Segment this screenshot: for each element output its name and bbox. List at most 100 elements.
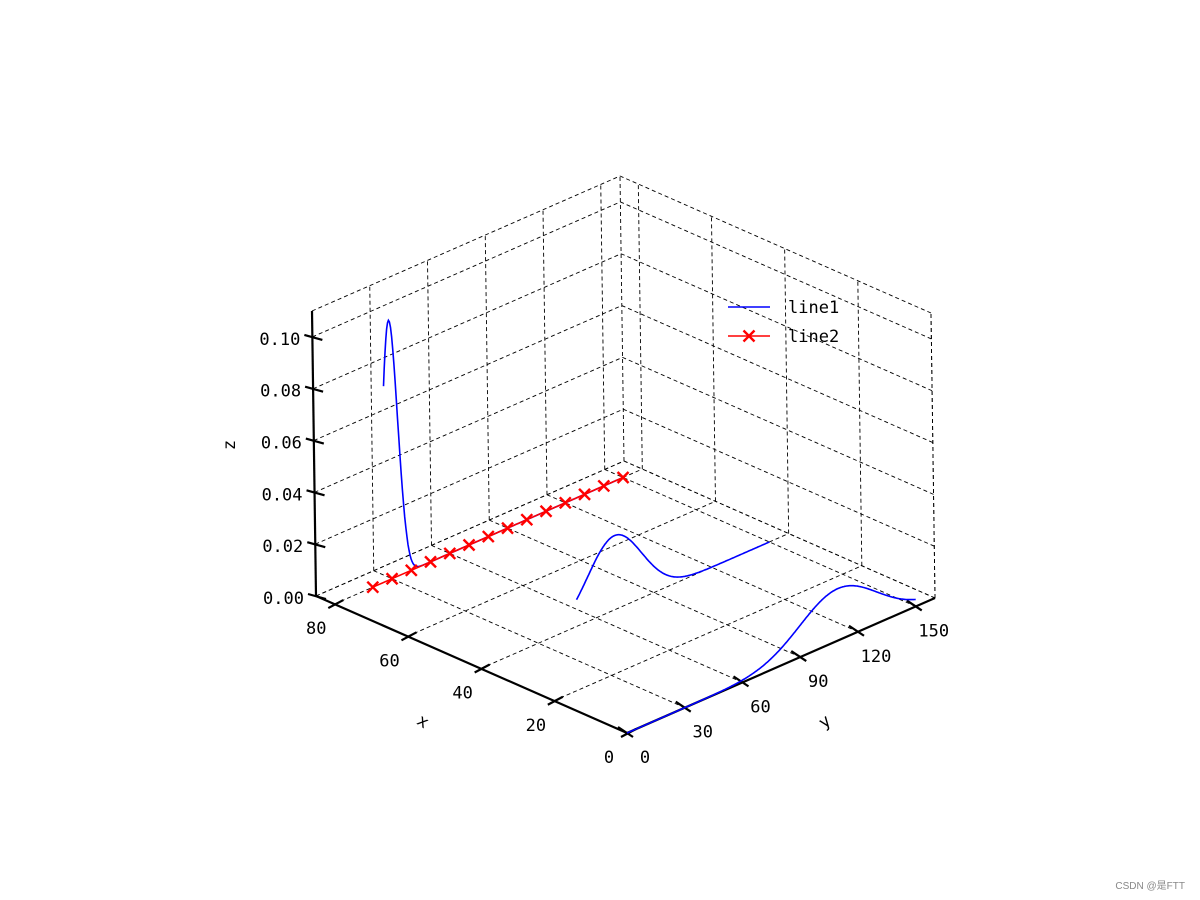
y-tick-label: 30 <box>693 723 713 743</box>
z-tick-label: 0.04 <box>262 485 303 505</box>
x-tick-label: 80 <box>306 619 326 639</box>
y-tick <box>617 726 634 738</box>
z-tick-label: 0.08 <box>260 382 301 402</box>
y-tick <box>906 599 923 612</box>
z-gridline-side <box>622 356 934 495</box>
marker-stroke <box>481 530 495 543</box>
pane-edge <box>619 175 932 314</box>
x-gridline-floor <box>553 565 863 702</box>
marker-stroke <box>443 547 457 560</box>
x-tick <box>327 599 344 610</box>
x-axis-line <box>315 594 628 735</box>
line1-curve-2 <box>626 584 916 734</box>
z-tick-label: 0.06 <box>261 434 302 454</box>
marker-stroke <box>520 513 534 527</box>
line2-path <box>372 476 624 588</box>
x-gridline-wall <box>637 184 643 470</box>
legend: line1 line2 <box>728 298 839 347</box>
legend-label: line1 <box>788 298 839 318</box>
z-tick <box>306 541 326 549</box>
marker-stroke <box>385 572 399 586</box>
grid-layer <box>311 175 936 734</box>
z-tick <box>307 592 327 601</box>
marker-stroke <box>501 521 514 535</box>
z-tick-label: 0.10 <box>259 330 300 350</box>
z-tick <box>305 437 325 445</box>
y-tick-label: 90 <box>808 672 828 692</box>
y-tick-label: 150 <box>918 621 949 641</box>
y-gridline-floor <box>604 469 916 607</box>
x-tick <box>400 631 417 642</box>
z-gridline-side <box>620 201 932 340</box>
z-axis-title: z <box>220 440 240 450</box>
y-gridline-floor <box>489 519 801 658</box>
series-layer <box>366 318 916 734</box>
z-gridline-side <box>623 408 935 547</box>
x-gridline-floor <box>407 500 716 637</box>
line2-x-marker <box>481 530 495 543</box>
marker-stroke <box>404 563 418 577</box>
marker-stroke <box>558 496 572 510</box>
line2-x-marker <box>520 513 534 527</box>
z-tick-label: 0.02 <box>262 537 303 557</box>
line2-x-marker <box>558 496 572 510</box>
y-tick-label: 60 <box>750 697 770 717</box>
x-gridline-wall <box>784 248 790 534</box>
y-gridline-floor <box>546 494 859 633</box>
line2-x-marker <box>385 572 399 586</box>
y-tick-label: 0 <box>640 748 650 768</box>
z-axis-line <box>310 310 318 597</box>
y-gridline-wall <box>542 209 548 495</box>
line2-x-marker <box>443 547 457 560</box>
y-gridline-wall <box>600 184 606 470</box>
y-gridline-floor <box>373 570 685 709</box>
x-tick-label: 0 <box>604 748 614 768</box>
z-gridline-side <box>623 460 936 599</box>
y-gridline-wall <box>427 260 432 546</box>
marker-stroke <box>616 471 630 484</box>
marker-stroke <box>462 538 476 552</box>
marker-stroke <box>578 488 591 501</box>
z-gridline-back <box>312 253 622 390</box>
line2-x-marker <box>501 521 514 535</box>
x-axis-title: x <box>413 711 432 733</box>
x-gridline-wall <box>711 216 716 502</box>
line2-x-marker <box>616 471 630 484</box>
y-axis-title: y <box>815 711 835 733</box>
x-tick <box>474 663 491 674</box>
z-gridline-side <box>620 253 933 392</box>
x-tick-label: 20 <box>526 716 546 736</box>
z-gridline-side <box>621 305 933 443</box>
z-tick <box>304 333 323 341</box>
x-tick <box>547 695 564 706</box>
line2-x-marker <box>366 580 380 594</box>
legend-label: line2 <box>788 327 839 347</box>
legend-marker <box>742 329 756 343</box>
line2-x-marker <box>424 555 437 569</box>
x-tick-label: 40 <box>452 684 472 704</box>
y-tick <box>675 700 692 713</box>
line2-x-marker <box>462 538 476 552</box>
y-tick <box>848 624 865 637</box>
x-gridline-wall <box>857 280 863 566</box>
line2-x-marker <box>404 563 418 577</box>
line2-x-marker <box>539 504 553 518</box>
y-tick-label: 120 <box>861 647 892 667</box>
axis-layer: 0 20 40 60 80 0 30 60 90 120 150 0.00 0.02 0.04 0.06 0.… <box>259 310 949 768</box>
z-gridline-back <box>312 201 621 338</box>
watermark-text: CSDN @是FTT <box>1115 880 1185 892</box>
line2-x-marker <box>597 479 611 493</box>
y-tick <box>790 650 807 662</box>
x-gridline-wall <box>930 312 936 599</box>
legend-item-line2: line2 <box>728 327 839 347</box>
z-gridline-back <box>314 356 623 493</box>
pane-edge <box>619 175 625 462</box>
z-gridline-back <box>313 305 622 441</box>
y-gridline-wall <box>369 285 375 571</box>
z-tick <box>306 489 325 497</box>
line1-curve-1 <box>575 533 770 601</box>
z-tick <box>304 385 324 393</box>
x-tick-label: 60 <box>379 651 399 671</box>
